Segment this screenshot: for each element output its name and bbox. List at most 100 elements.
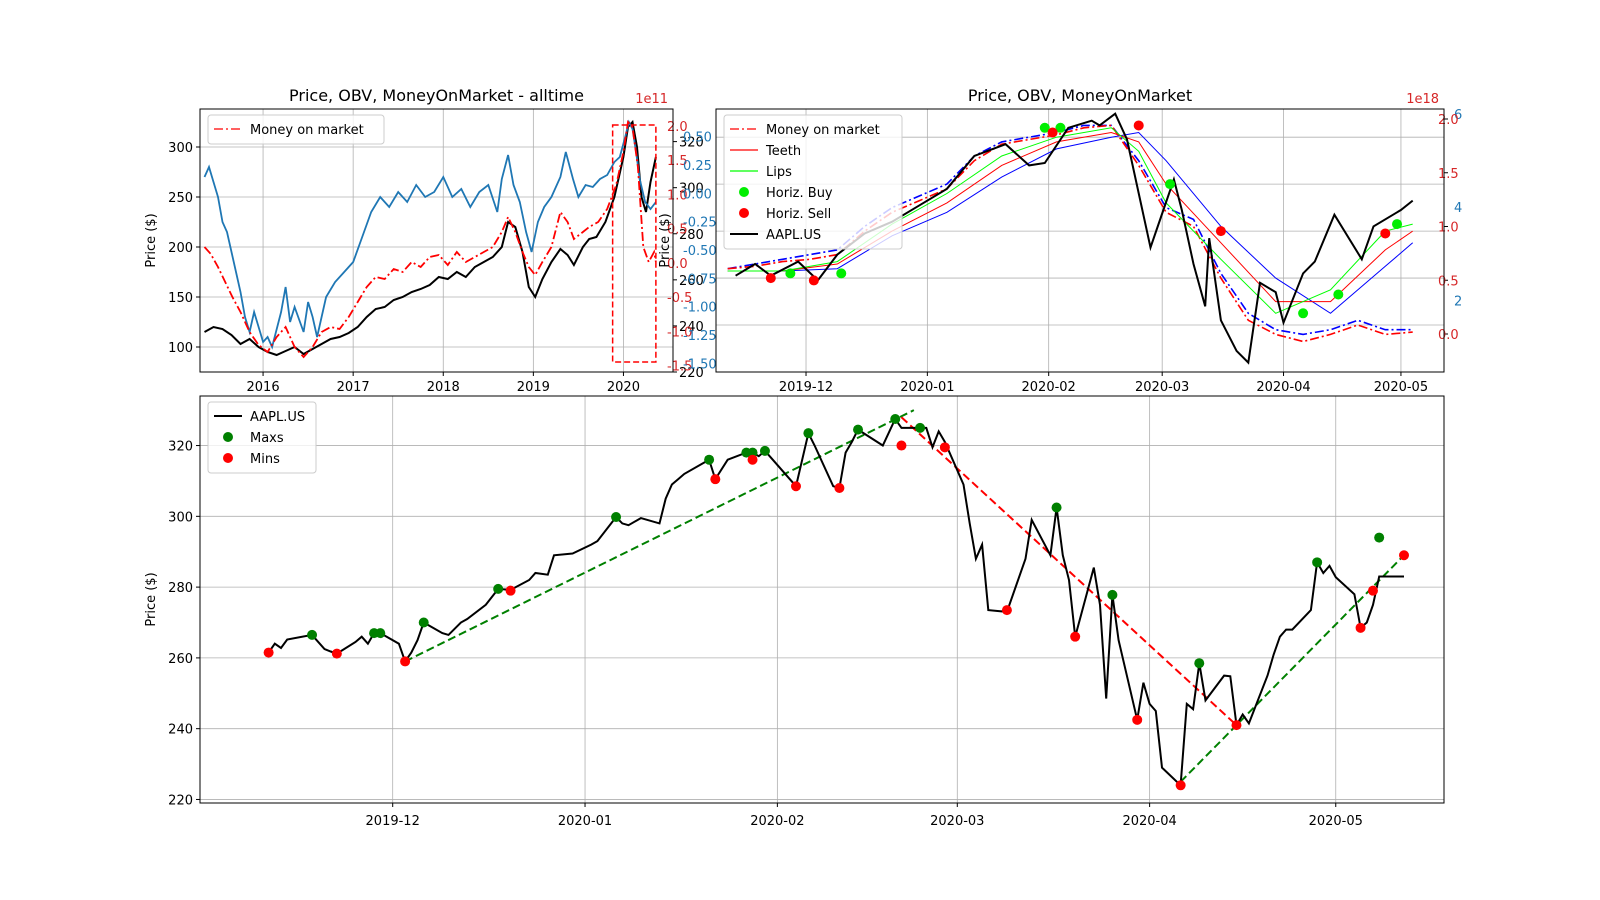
min-marker <box>939 442 950 453</box>
min-marker <box>400 656 411 667</box>
y2tick-label: 300 <box>679 182 704 197</box>
y-axis-label: Price ($) <box>144 572 159 626</box>
y4tick-label: -0.25 <box>683 216 717 231</box>
chart-title: Price, OBV, MoneyOnMarket <box>968 86 1192 105</box>
y2tick-label: 220 <box>679 366 704 381</box>
max-marker <box>853 424 864 435</box>
legend-label: Money on market <box>250 123 364 138</box>
legend-label: Lips <box>766 165 792 180</box>
series-2 <box>203 119 657 359</box>
xtick-label: 2020-02 <box>1022 380 1076 395</box>
max-marker <box>1312 557 1323 568</box>
max-marker <box>1051 502 1062 513</box>
xtick-label: 2016 <box>247 380 280 395</box>
sell-marker <box>808 275 819 286</box>
max-marker <box>611 512 622 523</box>
max-marker <box>493 583 504 594</box>
legend-marker-1 <box>223 432 233 442</box>
y3tick-label: 2.0 <box>667 120 688 135</box>
buy-marker <box>1039 122 1050 133</box>
xtick-label: 2020-04 <box>1122 814 1176 829</box>
max-marker <box>1374 532 1385 543</box>
min-marker <box>1001 605 1012 616</box>
y-right-inner-label: 1.5 <box>1438 167 1459 182</box>
ytick-label: 240 <box>168 723 193 738</box>
min-marker <box>1399 550 1409 561</box>
max-marker <box>915 422 926 433</box>
legend-marker-3 <box>739 187 749 197</box>
y-axis-label: Price ($) <box>144 213 159 267</box>
sell-marker <box>1047 127 1058 138</box>
buy-marker <box>1055 122 1066 133</box>
y2tick-label: 260 <box>679 274 704 289</box>
ytick-label: 280 <box>168 581 193 596</box>
y4tick-label: 0.50 <box>683 131 712 146</box>
min-marker <box>834 483 845 494</box>
y4tick-label: 0.00 <box>683 187 712 202</box>
min-marker <box>790 481 801 492</box>
sell-marker <box>765 273 776 284</box>
y3tick-label: 1.0 <box>667 188 688 203</box>
legend-label: AAPL.US <box>766 228 821 243</box>
y-right-outer-label: 4 <box>1454 201 1462 216</box>
y-right-inner-label: 1.0 <box>1438 221 1459 236</box>
min-marker <box>896 440 907 451</box>
max-marker <box>307 629 318 640</box>
max-marker <box>1194 658 1205 669</box>
xtick-label: 2020-05 <box>1309 814 1363 829</box>
xtick-label: 2018 <box>427 380 460 395</box>
axes-frame <box>715 108 1445 373</box>
sell-marker <box>1380 228 1391 239</box>
y-right-inner-label: 0.5 <box>1438 274 1459 289</box>
corner-text: 1e11 <box>635 92 668 107</box>
ytick-label: 150 <box>168 291 193 306</box>
xtick-label: 2020-04 <box>1256 380 1310 395</box>
xtick-label: 2020-05 <box>1374 380 1428 395</box>
xtick-label: 2020-01 <box>558 814 612 829</box>
min-marker <box>1231 720 1242 731</box>
legend-box <box>207 401 317 474</box>
max-marker <box>759 445 770 456</box>
y4tick-label: 0.25 <box>683 159 712 174</box>
buy-marker <box>785 268 796 279</box>
y4tick-label: -0.50 <box>683 244 717 259</box>
axes-frame <box>199 108 674 373</box>
xtick-label: 2020 <box>607 380 640 395</box>
min-marker <box>710 474 721 485</box>
y-right-outer-label: 2 <box>1454 294 1462 309</box>
min-marker <box>1070 631 1081 642</box>
ytick-label: 260 <box>168 652 193 667</box>
chart-recent-indicators: 2019-12 2020-01 2020-02 2020-03 2020-04 2020-… <box>715 86 1462 395</box>
legend-label: Money on market <box>766 123 880 138</box>
y4tick-label: -1.00 <box>683 301 717 316</box>
y4tick-label: -1.25 <box>683 329 717 344</box>
legend-marker-2 <box>223 453 233 463</box>
chart-price-extrema: 2019-12 2020-01 2020-02 2020-03 2020-04 2020-… <box>144 395 1445 829</box>
y-right-inner-label: 0.0 <box>1438 328 1459 343</box>
corner-text: 1e18 <box>1406 92 1439 107</box>
sell-marker <box>1215 226 1226 237</box>
xtick-label: 2020-03 <box>1135 380 1189 395</box>
ytick-label: 220 <box>168 793 193 808</box>
y-axis-label-right: Price ($) <box>658 213 673 267</box>
series-1 <box>203 119 657 350</box>
y2tick-label: 240 <box>679 320 704 335</box>
min-marker <box>1355 622 1366 633</box>
y3tick-label: 0.0 <box>667 257 688 272</box>
max-marker <box>890 414 901 425</box>
buy-marker <box>1392 219 1403 230</box>
legend-box <box>723 114 903 250</box>
series-1 <box>727 124 1413 343</box>
max-marker <box>1107 589 1118 600</box>
max-marker <box>418 617 429 628</box>
ytick-label: 320 <box>168 440 193 455</box>
y3tick-label: 1.5 <box>667 154 688 169</box>
ytick-label: 200 <box>168 241 193 256</box>
trendline-2 <box>1179 554 1405 783</box>
buy-marker <box>836 268 847 279</box>
max-marker <box>704 454 715 465</box>
legend-label: AAPL.US <box>250 410 305 425</box>
legend-label: Horiz. Buy <box>766 186 833 201</box>
buy-marker <box>1333 289 1344 300</box>
